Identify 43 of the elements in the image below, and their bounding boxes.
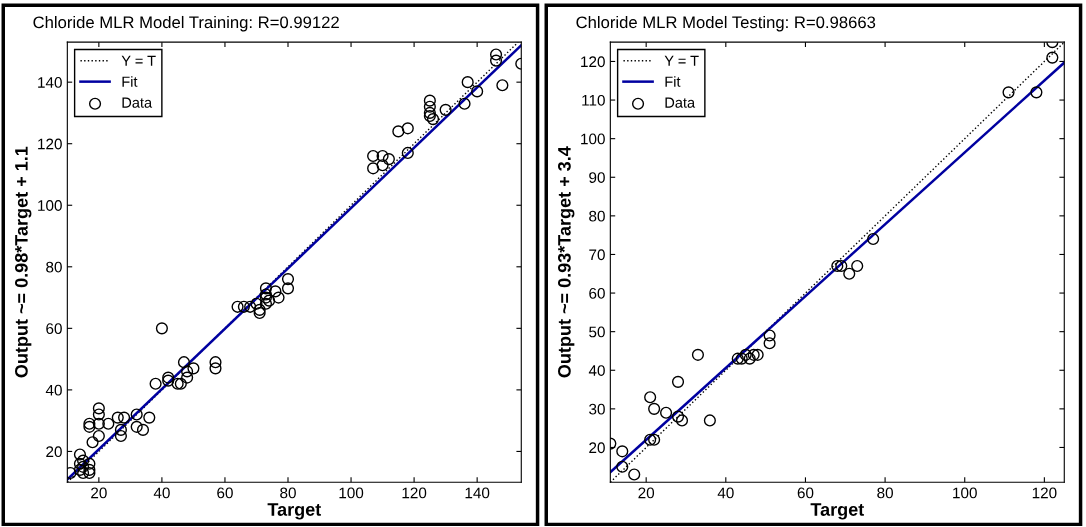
legend-label: Data (665, 97, 696, 108)
y-tick-label: 60 (46, 323, 62, 335)
legend-label: Y = T (664, 55, 699, 66)
x-tick-label: 60 (217, 487, 233, 499)
legend-label: Fit (122, 76, 138, 87)
legend-label: Fit (665, 76, 681, 87)
x-tick-label: 80 (877, 487, 893, 499)
x-axis-title: Target (810, 503, 865, 520)
x-tick-label: 120 (1032, 487, 1057, 499)
y-tick-label: 90 (589, 172, 605, 183)
y-axis-title: Output ~= 0.98*Target + 1.1 (14, 146, 32, 378)
y-tick-label: 20 (46, 446, 62, 458)
chart-title: Chloride MLR Model Training: R=0.99122 (33, 15, 339, 32)
x-tick-label: 120 (402, 487, 427, 499)
x-tick-label: 100 (339, 487, 364, 499)
y-tick-label: 120 (38, 138, 62, 150)
y-tick-label: 70 (589, 249, 605, 261)
x-tick-label: 40 (153, 487, 170, 499)
y-tick-label: 80 (589, 210, 605, 222)
chart-title: Chloride MLR Model Testing: R=0.98663 (576, 15, 876, 32)
y-tick-label: 60 (589, 287, 605, 299)
y-tick-label: 40 (45, 384, 62, 396)
legend-label: Data (122, 97, 153, 108)
x-tick-label: 40 (717, 487, 734, 499)
y-tick-label: 110 (582, 94, 605, 106)
x-tick-label: 20 (638, 487, 655, 499)
y-tick-label: 140 (38, 77, 62, 88)
x-tick-label: 60 (797, 487, 814, 499)
y-tick-label: 40 (588, 365, 605, 376)
y-axis-title: Output ~= 0.93*Target + 3.4 (557, 146, 575, 378)
y-tick-label: 100 (581, 133, 605, 145)
legend-label: Y = T (121, 55, 156, 66)
x-tick-label: 20 (91, 487, 107, 499)
y-tick-label: 50 (589, 326, 605, 338)
y-tick-label: 30 (589, 403, 605, 415)
y-tick-label: 80 (46, 261, 62, 273)
x-tick-label: 100 (953, 487, 977, 499)
x-tick-label: 80 (280, 487, 296, 499)
y-tick-label: 20 (589, 442, 605, 454)
y-tick-label: 120 (581, 56, 605, 68)
x-axis-title: Target (267, 503, 322, 520)
x-tick-label: 140 (465, 487, 490, 499)
y-tick-label: 100 (38, 200, 62, 211)
